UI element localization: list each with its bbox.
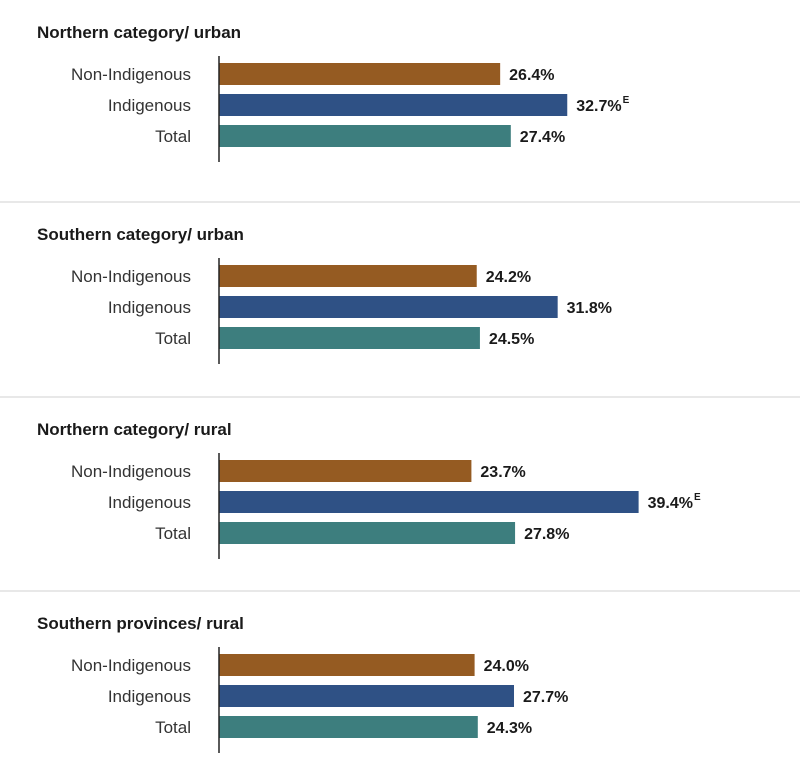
value-label: 39.4% [648, 495, 693, 512]
bar-total [219, 716, 478, 738]
panel-title: Northern category/ urban [37, 23, 241, 42]
value-label: 27.4% [520, 129, 565, 146]
category-label-non-indigenous: Non-Indigenous [71, 656, 191, 675]
quality-flag: E [623, 95, 630, 106]
category-label-indigenous: Indigenous [108, 96, 191, 115]
bar-indigenous [219, 94, 568, 116]
bar-non-indigenous [219, 265, 477, 287]
value-label: 23.7% [480, 464, 525, 481]
category-label-total: Total [155, 524, 191, 543]
bar-non-indigenous [219, 63, 501, 85]
category-label-indigenous: Indigenous [108, 493, 191, 512]
bar-indigenous [219, 685, 515, 707]
value-label: 26.4% [509, 67, 554, 84]
bar-total [219, 327, 480, 349]
value-label: 24.2% [486, 269, 531, 286]
value-label: 27.8% [524, 526, 569, 543]
value-label: 32.7% [576, 98, 621, 115]
panel-title: Northern category/ rural [37, 420, 232, 439]
category-label-total: Total [155, 127, 191, 146]
bar-indigenous [219, 296, 558, 318]
bar-non-indigenous [219, 654, 475, 676]
value-label: 24.5% [489, 331, 534, 348]
value-label: 24.0% [484, 658, 529, 675]
category-label-non-indigenous: Non-Indigenous [71, 462, 191, 481]
category-label-total: Total [155, 329, 191, 348]
category-label-indigenous: Indigenous [108, 298, 191, 317]
value-label: 27.7% [523, 689, 568, 706]
panel-title: Southern category/ urban [37, 225, 244, 244]
panel-title: Southern provinces/ rural [37, 614, 244, 633]
category-label-non-indigenous: Non-Indigenous [71, 267, 191, 286]
bar-total [219, 522, 516, 544]
category-label-non-indigenous: Non-Indigenous [71, 65, 191, 84]
bar-total [219, 125, 511, 147]
bar-non-indigenous [219, 460, 472, 482]
value-label: 24.3% [487, 720, 532, 737]
value-label: 31.8% [567, 300, 612, 317]
bar-indigenous [219, 491, 639, 513]
category-label-indigenous: Indigenous [108, 687, 191, 706]
category-label-total: Total [155, 718, 191, 737]
quality-flag: E [694, 492, 701, 503]
